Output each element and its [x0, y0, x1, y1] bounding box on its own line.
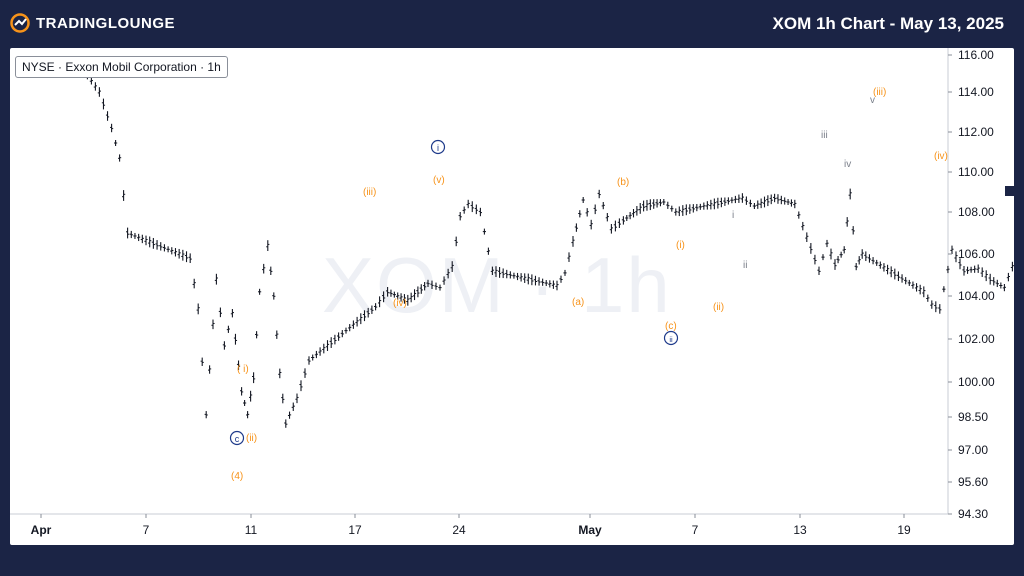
wave-label: v: [870, 95, 875, 106]
x-tick-label: 7: [692, 523, 699, 537]
y-tick-label: 106.00: [958, 247, 995, 261]
price-bars: [86, 67, 1014, 428]
x-tick-label: 24: [452, 523, 466, 537]
symbol-watermark: XOM · 1h: [322, 241, 672, 329]
last-price-marker: [1005, 186, 1014, 196]
wave-label: i: [437, 143, 439, 153]
symbol-legend[interactable]: NYSE · Exxon Mobil Corporation · 1h: [15, 56, 228, 78]
y-tick-label: 94.30: [958, 507, 988, 521]
wave-label: c: [235, 434, 240, 444]
x-tick-label: 11: [245, 523, 258, 537]
x-tick-label: 7: [143, 523, 150, 537]
y-tick-label: 108.00: [958, 205, 995, 219]
logo-text: TRADINGLOUNGE: [36, 14, 175, 32]
wave-label: (iii): [873, 87, 886, 98]
wave-label: i: [732, 210, 734, 221]
y-tick-label: 116.00: [958, 48, 994, 62]
wave-label: (b): [617, 177, 629, 188]
wave-label: (a): [572, 297, 584, 308]
x-tick-label: 19: [897, 523, 911, 537]
wave-label: (ii): [246, 433, 257, 444]
logo-icon: [10, 13, 30, 33]
wave-circle-marker: [430, 139, 446, 155]
wave-label: (c): [665, 321, 677, 332]
wave-circle-marker: [663, 330, 679, 346]
price-axis: 116.00 114.00 112.00 110.00 108.00 106.00 104.…: [948, 48, 995, 521]
y-tick-label: 100.00: [958, 375, 995, 389]
x-tick-label: 13: [793, 523, 807, 537]
y-tick-label: 95.60: [958, 475, 988, 489]
wave-label: (v): [433, 175, 445, 186]
y-tick-label: 98.50: [958, 410, 988, 424]
wave-label: ii: [669, 335, 673, 344]
y-tick-label: 97.00: [958, 443, 988, 457]
y-tick-label: 104.00: [958, 289, 995, 303]
wave-label: (iv): [934, 151, 948, 162]
time-axis: Apr 7 11 17 24 May 7 13 19: [31, 514, 911, 537]
y-tick-label: 112.00: [958, 125, 994, 139]
wave-label: ( i): [237, 364, 249, 375]
wave-label: (i): [676, 240, 685, 251]
wave-label: iii: [821, 130, 828, 141]
tradinglounge-logo: TRADINGLOUNGE: [10, 12, 175, 34]
price-chart[interactable]: i c ii (iii) (v) (b) (iv) (a) (c) (i) (ii) (4) (iii)…: [10, 48, 1014, 545]
y-tick-label: 102.00: [958, 332, 995, 346]
wave-circle-marker: [229, 430, 245, 446]
wave-label: (iv): [393, 298, 407, 309]
y-tick-label: 110.00: [958, 165, 994, 179]
header: TRADINGLOUNGE XOM 1h Chart - May 13, 202…: [0, 0, 1024, 48]
grid-lines: [10, 48, 1014, 515]
wave-labels: i c ii (iii) (v) (b) (iv) (a) (c) (i) (ii) (4) (iii)…: [229, 87, 948, 482]
wave-label: (4): [231, 471, 243, 482]
x-tick-label: 17: [348, 523, 362, 537]
wave-label: (ii): [713, 302, 724, 313]
chart-panel[interactable]: XOM · 1h i c ii (iii) (v) (b) (iv) (a) (c) (i) (ii…: [10, 48, 1014, 545]
wave-label: ii: [743, 260, 747, 271]
chart-title: XOM 1h Chart - May 13, 2025: [772, 14, 1004, 33]
x-tick-label: Apr: [31, 523, 52, 537]
y-tick-label: 114.00: [958, 85, 994, 99]
wave-label: (iii): [363, 187, 376, 198]
x-tick-label: May: [578, 523, 602, 537]
wave-label: iv: [844, 159, 851, 170]
